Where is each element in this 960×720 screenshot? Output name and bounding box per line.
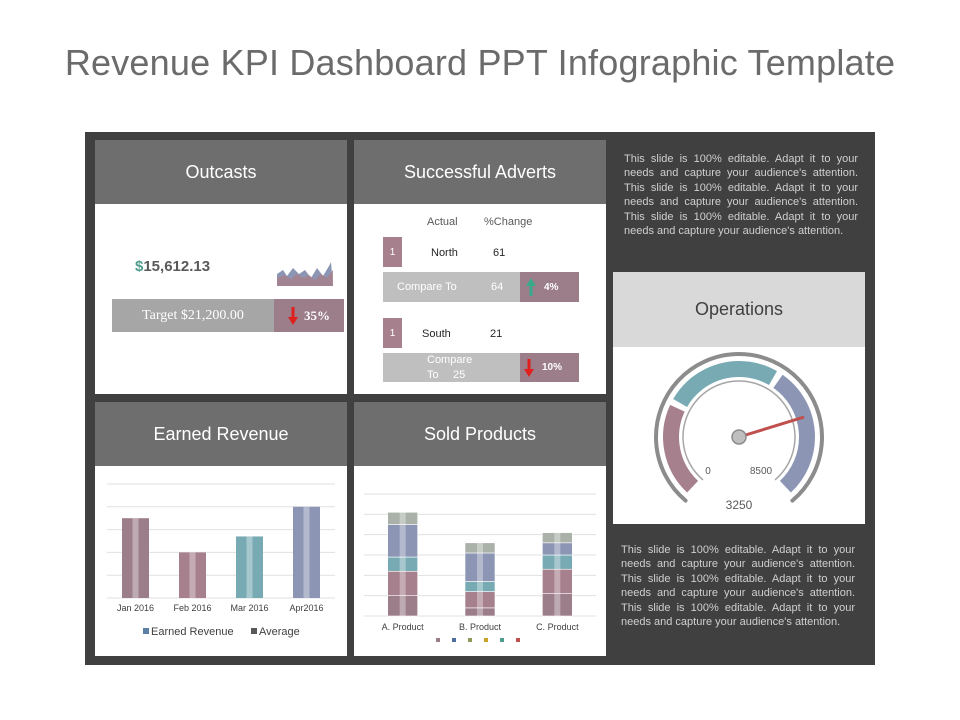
product-bar-segment <box>542 532 573 544</box>
legend-swatch <box>500 638 504 642</box>
adverts-panel: Successful Adverts Actual %Change 1 Nort… <box>354 140 606 394</box>
north-change-box: 4% <box>520 272 579 302</box>
north-change-value: 4% <box>544 281 559 293</box>
currency-symbol: $ <box>135 258 144 275</box>
north-compare-label: Compare To <box>397 281 457 293</box>
south-compare-label: Compare <box>427 354 473 366</box>
arrow-down-icon <box>524 358 534 377</box>
gauge-band-high <box>773 374 815 493</box>
x-tick-label: Jan 2016 <box>117 603 154 613</box>
operations-header: Operations <box>613 272 865 347</box>
arrow-up-icon <box>526 278 536 296</box>
earned-revenue-chart: Jan 2016 Feb 2016 Mar 2016 Apr2016 Earned Re… <box>107 483 335 638</box>
x-tick-label: B. Product <box>459 622 502 632</box>
revenue-bar-highlight <box>189 552 196 598</box>
slide-title: Revenue KPI Dashboard PPT Infographic Te… <box>64 42 896 83</box>
north-actual: 61 <box>493 247 506 259</box>
gauge-outer-ring <box>654 352 824 503</box>
product-bar-segment <box>464 542 496 554</box>
revenue-bar-highlight <box>246 536 253 598</box>
legend-label: Earned Revenue <box>151 626 234 638</box>
outcasts-panel: Outcasts $15,612.13 Target $21,200.00 35… <box>95 140 347 394</box>
south-change-value: 10% <box>542 362 563 373</box>
north-rank-box: 1 <box>383 237 402 267</box>
outcasts-change-box: 35% <box>274 299 344 332</box>
south-change-box: 10% <box>520 353 579 382</box>
product-bar-segment <box>387 570 418 596</box>
north-compare-value: 64 <box>491 281 504 293</box>
revenue-bar-highlight <box>132 518 139 598</box>
south-rank-box: 1 <box>383 318 402 348</box>
gauge-band-mid <box>673 361 777 408</box>
outcasts-change-value: 35% <box>304 307 330 323</box>
outcasts-sparkline <box>277 262 333 286</box>
col-change-header: %Change <box>484 216 533 228</box>
gauge-hub <box>731 429 747 445</box>
col-actual-header: Actual <box>427 216 458 228</box>
x-tick-label: Apr2016 <box>289 603 323 613</box>
outcasts-amount: $15,612.13 <box>135 258 210 275</box>
south-compare-value: 25 <box>453 369 466 381</box>
dashboard-board: Outcasts $15,612.13 Target $21,200.00 35… <box>85 132 875 665</box>
south-actual: 21 <box>490 328 503 340</box>
sold-products-panel: Sold Products A. Product B. Product C. Pro… <box>354 402 606 656</box>
revenue-bar <box>122 518 149 598</box>
legend-swatch <box>468 638 472 642</box>
side-text-top: This slide is 100% editable. Adapt it to… <box>624 153 858 238</box>
x-tick-label: Feb 2016 <box>173 603 211 613</box>
south-compare-bar: Compare To 25 <box>383 353 520 382</box>
revenue-bar <box>293 506 320 598</box>
operations-gauge: 0 8500 3250 <box>654 352 824 512</box>
revenue-bar <box>236 536 263 598</box>
outcasts-amount-value: 15,612.13 <box>143 258 211 275</box>
product-bar-highlight <box>399 512 406 616</box>
gauge-max-label: 8500 <box>750 466 773 477</box>
gauge-min-label: 0 <box>705 466 711 477</box>
south-label: South <box>422 328 451 340</box>
legend-label: Average <box>259 626 300 638</box>
gauge-needle <box>738 415 805 439</box>
x-tick-label: A. Product <box>382 622 425 632</box>
earned-revenue-panel: Earned Revenue Jan 2016 Feb 2016 Mar 2016 A… <box>95 402 347 656</box>
outcasts-header: Outcasts <box>95 140 347 204</box>
legend-swatch <box>452 638 456 642</box>
legend-swatch <box>436 638 440 642</box>
x-tick-label: Mar 2016 <box>230 603 268 613</box>
product-bar-highlight <box>554 532 561 616</box>
south-compare-label-2: To <box>427 369 439 381</box>
gauge-band-low <box>663 404 699 493</box>
legend-swatch <box>484 638 488 642</box>
legend-swatch <box>143 628 149 634</box>
gauge-value-label: 3250 <box>726 498 753 512</box>
north-label: North <box>431 247 458 259</box>
legend-swatch <box>251 628 257 634</box>
product-bar-segment <box>387 511 418 525</box>
adverts-header: Successful Adverts <box>354 140 606 204</box>
product-bar-segment <box>464 552 496 582</box>
product-bar-highlight <box>477 542 483 616</box>
product-bar-segment <box>542 568 573 594</box>
outcasts-target-label: Target $21,200.00 <box>142 307 244 323</box>
north-compare-bar: Compare To 64 <box>383 272 520 302</box>
legend-swatch <box>516 638 520 642</box>
revenue-bar-highlight <box>303 506 310 598</box>
outcasts-target-bar: Target $21,200.00 <box>112 299 274 332</box>
product-bar-segment <box>387 524 418 558</box>
side-text-bottom: This slide is 100% editable. Adapt it to… <box>621 544 855 629</box>
arrow-down-icon <box>288 306 298 325</box>
operations-panel: Operations 0 8500 3250 <box>613 272 865 524</box>
sold-products-chart: A. Product B. Product C. Product <box>364 493 596 642</box>
earned-revenue-header: Earned Revenue <box>95 402 347 466</box>
sold-products-header: Sold Products <box>354 402 606 466</box>
revenue-bar <box>179 552 206 598</box>
x-tick-label: C. Product <box>536 622 579 632</box>
gauge-inner-ring <box>682 380 796 481</box>
